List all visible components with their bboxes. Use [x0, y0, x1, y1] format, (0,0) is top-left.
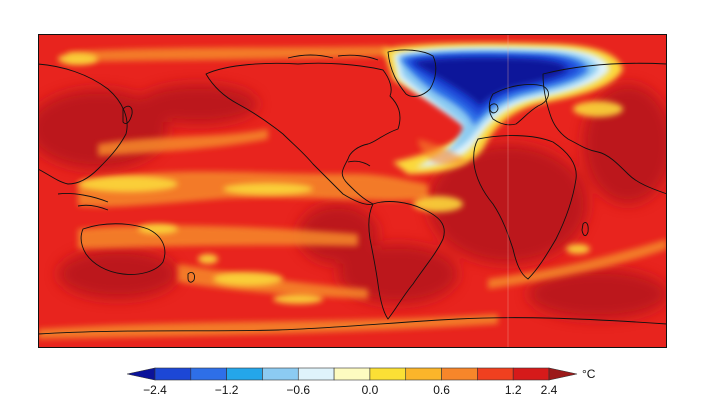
outline-asia — [542, 62, 667, 195]
colorbar-swatch — [226, 367, 263, 381]
temperature-anomaly-map — [38, 34, 667, 348]
colorbar-tick-label: 2.4 — [541, 383, 558, 397]
outline-japan — [122, 105, 133, 125]
colorbar-tick-label: 1.2 — [505, 383, 522, 397]
colorbar-swatch — [441, 367, 478, 381]
colorbar-swatch — [333, 367, 371, 381]
colorbar-swatch-max — [548, 367, 578, 381]
colorbar-unit: °C — [582, 367, 596, 381]
colorbar-svg: −2.4 −1.2 −0.6 0.0 0.6 1.2 2.4 °C — [126, 367, 596, 397]
colorbar-tick-label: −2.4 — [143, 383, 167, 397]
outline-north-america — [205, 62, 401, 205]
colorbar-swatch — [297, 367, 335, 381]
colorbar-ticks: −2.4 −1.2 −0.6 0.0 0.6 1.2 2.4 — [143, 383, 558, 397]
continent-outlines — [38, 49, 667, 335]
outline-south-america — [368, 201, 445, 320]
colorbar-swatches — [126, 367, 578, 381]
outline-madagascar — [581, 221, 589, 237]
colorbar-swatch — [262, 367, 299, 381]
colorbar-swatch — [154, 367, 192, 381]
map-canvas — [38, 34, 667, 348]
colorbar-swatch — [369, 367, 407, 381]
colorbar-swatch — [405, 367, 442, 381]
colorbar-swatch-min — [126, 367, 156, 381]
colorbar-swatch — [512, 367, 550, 381]
colorbar-swatch — [190, 367, 227, 381]
outline-africa — [473, 135, 577, 280]
outline-antarctica — [38, 317, 667, 335]
outline-australia — [80, 223, 166, 275]
outline-british-isles — [489, 103, 499, 114]
colorbar-legend: −2.4 −1.2 −0.6 0.0 0.6 1.2 2.4 °C — [126, 364, 597, 402]
map-border — [38, 34, 667, 348]
colorbar-tick-label: 0.6 — [433, 383, 450, 397]
outline-new-zealand — [187, 271, 195, 283]
colorbar-swatch — [477, 367, 514, 381]
outline-caribbean — [347, 160, 371, 167]
colorbar-tick-label: 0.0 — [362, 383, 379, 397]
outline-greenland — [387, 49, 437, 97]
colorbar-tick-label: −0.6 — [286, 383, 310, 397]
outline-east-asia-left — [38, 63, 128, 185]
outline-arctic-islands — [287, 54, 379, 61]
outline-europe — [488, 83, 549, 126]
colorbar-tick-label: −1.2 — [215, 383, 239, 397]
outline-indonesia — [57, 193, 109, 211]
weak-warming-patches — [58, 53, 623, 304]
north-atlantic-cooling — [383, 42, 623, 175]
